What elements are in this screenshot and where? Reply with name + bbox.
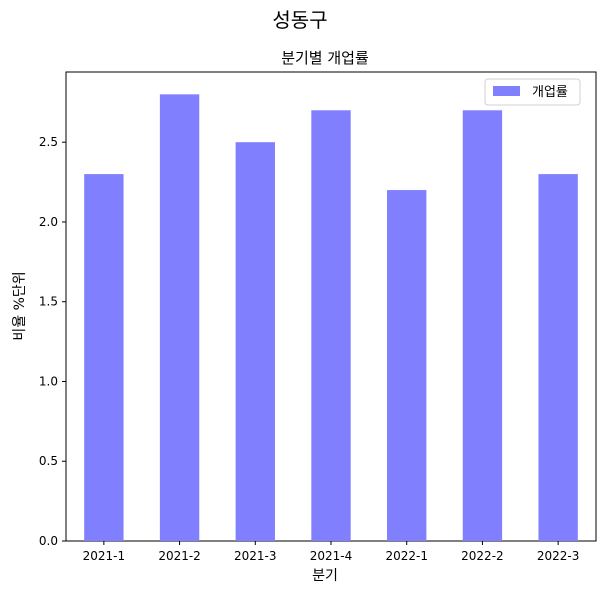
bar-2022-1: [387, 190, 427, 542]
y-tick-label: 1.5: [39, 295, 58, 309]
y-axis-label: 비율 %단위: [12, 271, 28, 340]
bar-2021-4: [311, 110, 351, 542]
y-tick-label: 2.5: [39, 135, 58, 149]
y-tick-label: 1.0: [39, 374, 58, 388]
legend-label: 개업률: [532, 85, 568, 100]
bar-2021-2: [159, 94, 200, 541]
x-tick-label: 2021-1: [83, 549, 126, 563]
plot-area: 2021-1 2021-2 2021-3 2021-4 2022-1 2022-2 2022…: [39, 71, 597, 563]
bar-2022-2: [462, 110, 503, 542]
bar-2021-3: [235, 142, 275, 541]
y-tick-label: 0.5: [39, 454, 58, 468]
x-axis-label: 분기: [312, 568, 338, 584]
chart-title: 분기별 개업률: [281, 49, 369, 67]
legend-swatch: [493, 86, 520, 96]
y-axis: 0.0 0.5 1.0 1.5 2.0 2.5: [39, 135, 66, 548]
bar-2021-1: [84, 174, 124, 541]
x-tick-label: 2021-2: [158, 549, 201, 563]
bar-2022-3: [538, 174, 578, 541]
x-axis: 2021-1 2021-2 2021-3 2021-4 2022-1 2022-2 2022…: [83, 541, 580, 563]
y-tick-label: 0.0: [39, 534, 58, 548]
legend-box: [484, 78, 581, 106]
legend: 개업률: [484, 78, 581, 106]
x-tick-label: 2022-3: [537, 549, 580, 563]
x-tick-label: 2022-1: [385, 549, 428, 563]
x-tick-label: 2021-3: [234, 549, 277, 563]
y-tick-label: 2.0: [39, 215, 58, 229]
x-tick-label: 2022-2: [461, 549, 504, 563]
x-tick-label: 2021-4: [310, 549, 353, 563]
bars: [84, 94, 578, 542]
chart-suptitle: 성동구: [272, 8, 327, 32]
